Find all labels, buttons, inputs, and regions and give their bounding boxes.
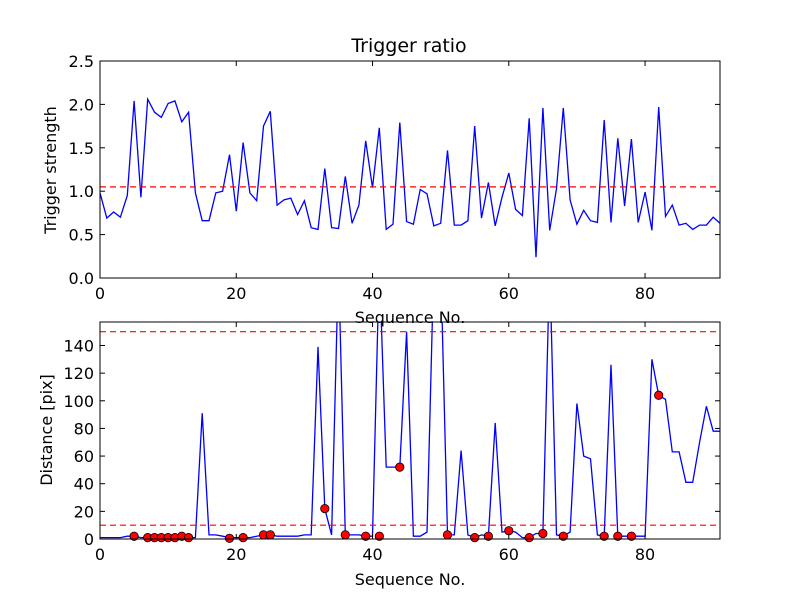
y-axis-label: Distance [pix]	[37, 374, 56, 486]
data-marker	[442, 530, 453, 540]
data-marker	[613, 531, 623, 541]
y-axis-label: Trigger strength	[41, 106, 60, 235]
y-tick-label: 80	[74, 419, 94, 438]
data-marker	[538, 528, 548, 539]
distance-chart: 0 20 40 60 80 0 20 40 60 80 100 120 140 Sequence No…	[37, 321, 721, 589]
y-tick-label: 140	[63, 336, 94, 355]
data-marker	[524, 533, 534, 543]
x-tick-label: 40	[362, 545, 382, 564]
data-marker	[599, 531, 609, 541]
data-marker	[183, 533, 194, 543]
x-tick-label: 0	[95, 284, 105, 303]
data-marker	[374, 531, 384, 541]
y-tick-label: 2.0	[69, 95, 94, 114]
data-marker	[224, 533, 235, 543]
x-axis-ticks: 0 20 40 60 80	[95, 61, 655, 303]
data-marker	[558, 531, 568, 541]
y-tick-label: 1.0	[69, 182, 94, 201]
trigger-strength-series	[100, 96, 720, 258]
y-tick-label: 2.5	[69, 52, 94, 71]
x-axis-label: Sequence No.	[355, 570, 466, 589]
data-marker	[483, 531, 493, 541]
y-tick-label: 100	[63, 392, 94, 411]
y-tick-label: 0.5	[69, 226, 94, 245]
x-axis-ticks: 0 20 40 60 80	[95, 322, 655, 564]
data-marker	[340, 530, 350, 540]
data-marker	[654, 390, 664, 400]
y-axis-ticks: 0 20 40 60 80 100 120 140	[63, 336, 720, 549]
distance-series	[100, 322, 720, 539]
chart-title: Trigger ratio	[350, 35, 466, 57]
data-marker	[238, 533, 248, 543]
y-tick-label: 0.0	[69, 269, 94, 288]
data-marker	[470, 533, 480, 543]
data-marker	[265, 530, 275, 540]
y-tick-label: 60	[74, 447, 94, 466]
y-tick-label: 1.5	[69, 139, 94, 158]
y-tick-label: 0	[84, 530, 94, 549]
x-tick-label: 60	[499, 284, 519, 303]
y-tick-label: 120	[63, 364, 94, 383]
x-axis-label: Sequence No.	[355, 308, 466, 327]
data-marker	[129, 531, 139, 541]
distance-threshold-lines	[100, 331, 720, 526]
x-tick-label: 60	[499, 545, 519, 564]
y-tick-label: 20	[74, 502, 94, 521]
series-line	[100, 96, 720, 258]
y-tick-label: 40	[74, 475, 94, 494]
y-axis-ticks: 0.0 0.5 1.0 1.5 2.0 2.5	[69, 52, 720, 288]
data-marker	[395, 462, 405, 472]
data-marker	[504, 526, 514, 536]
plot-frame	[99, 60, 721, 279]
x-tick-label: 80	[635, 284, 655, 303]
x-tick-label: 40	[362, 284, 382, 303]
plot-frame	[99, 321, 721, 540]
data-marker	[361, 531, 371, 541]
x-tick-label: 20	[226, 545, 246, 564]
x-tick-label: 0	[95, 545, 105, 564]
data-marker	[320, 503, 330, 514]
x-tick-label: 80	[635, 545, 655, 564]
data-marker	[626, 531, 637, 541]
x-tick-label: 20	[226, 284, 246, 303]
series-line	[100, 322, 720, 539]
